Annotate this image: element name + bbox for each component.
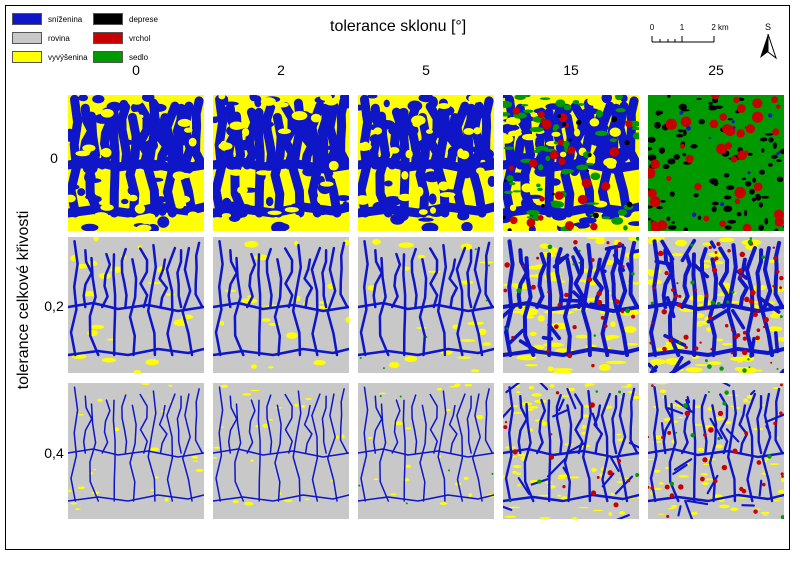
map-panel xyxy=(213,383,349,519)
scale-tick-label: 1 xyxy=(680,23,685,32)
map-panel xyxy=(213,95,349,231)
legend-label: vrchol xyxy=(129,33,151,43)
map-panel xyxy=(68,95,204,231)
legend-item-rovina: rovina xyxy=(12,31,70,45)
map-panel xyxy=(503,237,639,373)
map-panel xyxy=(648,383,784,519)
legend-swatch xyxy=(12,32,42,44)
north-arrow-icon: S xyxy=(756,20,780,60)
legend-label: sedlo xyxy=(129,52,149,62)
map-title: tolerance sklonu [°] xyxy=(330,18,467,35)
legend-item-vyvysenina: vyvýšenina xyxy=(12,50,88,64)
row-label: 0 xyxy=(50,150,58,166)
legend-swatch xyxy=(93,51,123,63)
legend-label: deprese xyxy=(129,14,158,24)
column-label: 2 xyxy=(277,62,285,78)
legend-label: vyvýšenina xyxy=(48,52,88,62)
scale-bar: 0 1 2 km xyxy=(648,20,758,60)
row-label: 0,4 xyxy=(44,445,64,461)
legend-swatch xyxy=(93,13,123,25)
map-panel xyxy=(503,95,639,231)
map-frame xyxy=(5,5,790,550)
map-panel xyxy=(358,95,494,231)
column-label: 0 xyxy=(132,62,140,78)
legend-label: sníženina xyxy=(48,14,83,24)
column-label: 15 xyxy=(563,62,579,78)
legend-swatch xyxy=(93,32,123,44)
scale-tick-label: 0 xyxy=(650,23,655,32)
map-panel xyxy=(68,237,204,373)
row-label: 0,2 xyxy=(44,298,64,314)
y-axis-title: tolerance celkové křivosti xyxy=(15,210,32,390)
legend-swatch xyxy=(12,13,42,25)
map-panel xyxy=(358,383,494,519)
map-panel xyxy=(213,237,349,373)
north-label: S xyxy=(765,22,771,32)
legend-item-deprese: deprese xyxy=(93,12,158,26)
map-panel xyxy=(68,383,204,519)
legend-item-sedlo: sedlo xyxy=(93,50,148,64)
column-label: 5 xyxy=(422,62,430,78)
map-panel xyxy=(648,237,784,373)
map-panel xyxy=(358,237,494,373)
legend-item-vrchol: vrchol xyxy=(93,31,150,45)
map-panel xyxy=(503,383,639,519)
legend-swatch xyxy=(12,51,42,63)
scale-tick-label: 2 km xyxy=(711,23,729,32)
map-panel xyxy=(648,95,784,231)
legend-label: rovina xyxy=(48,33,70,43)
legend-item-snizenina: sníženina xyxy=(12,12,82,26)
column-label: 25 xyxy=(708,62,724,78)
